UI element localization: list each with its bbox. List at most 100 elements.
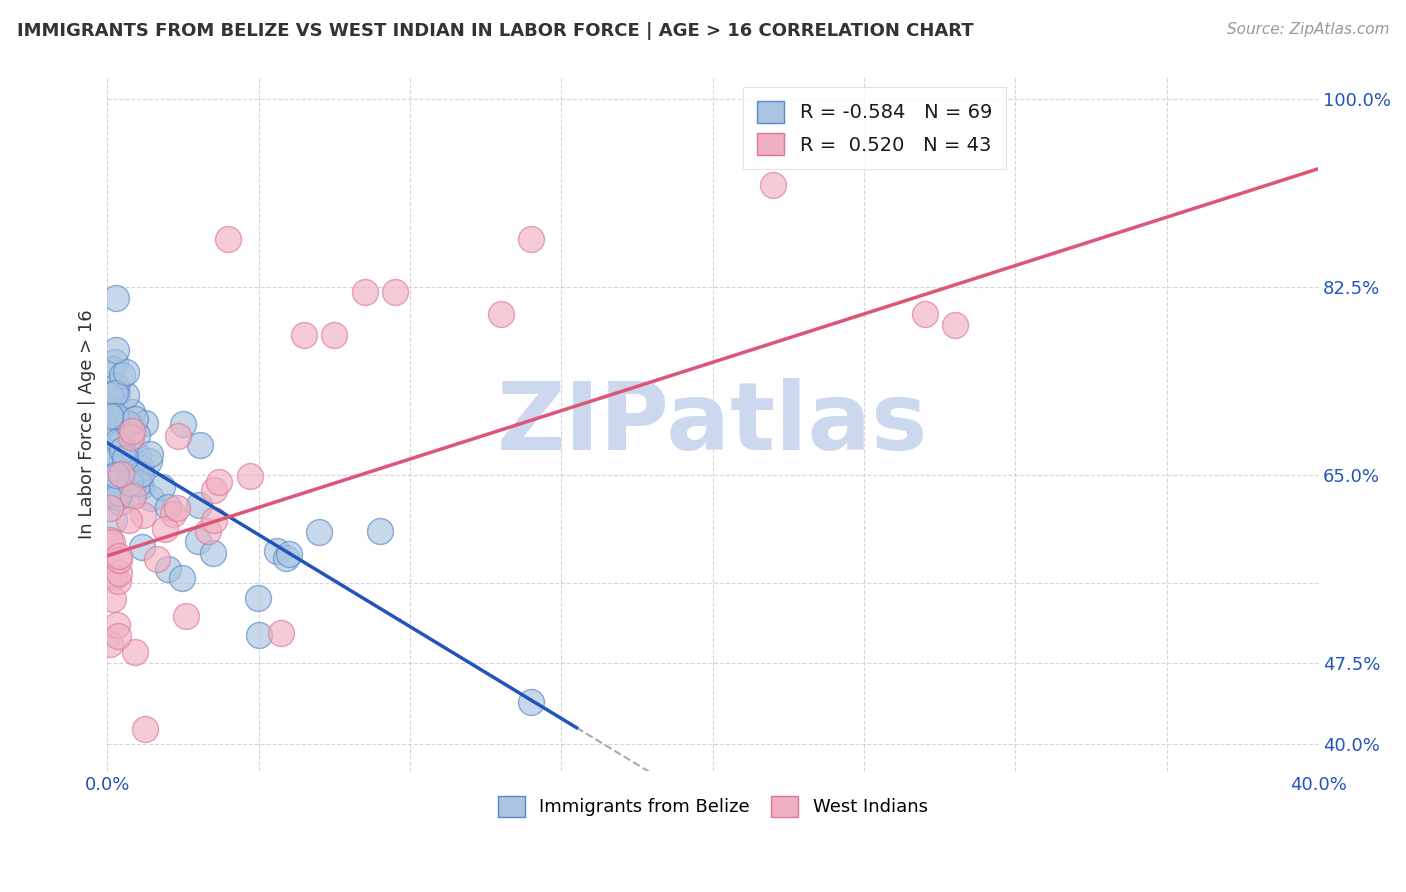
Point xyxy=(166,501,188,516)
Point xyxy=(131,540,153,554)
Point xyxy=(274,550,297,565)
Point xyxy=(489,307,512,321)
Point xyxy=(121,424,143,438)
Point xyxy=(120,430,142,444)
Point xyxy=(121,487,143,501)
Point xyxy=(129,461,152,475)
Point xyxy=(105,385,128,400)
Point xyxy=(100,416,122,430)
Point xyxy=(202,483,225,497)
Point xyxy=(118,417,141,431)
Point xyxy=(104,291,127,305)
Point xyxy=(100,536,122,550)
Point xyxy=(762,178,785,192)
Point xyxy=(176,609,198,624)
Point xyxy=(100,471,122,485)
Point xyxy=(292,328,315,343)
Point xyxy=(124,645,146,659)
Point xyxy=(100,500,122,515)
Point xyxy=(247,591,270,606)
Point xyxy=(132,508,155,523)
Point xyxy=(100,388,122,402)
Point xyxy=(166,429,188,443)
Point xyxy=(118,513,141,527)
Point xyxy=(111,442,134,457)
Point xyxy=(217,232,239,246)
Point xyxy=(100,486,122,500)
Point xyxy=(270,626,292,640)
Point xyxy=(308,525,330,540)
Point xyxy=(266,543,288,558)
Point xyxy=(121,489,143,503)
Point xyxy=(187,533,209,548)
Point xyxy=(107,434,129,448)
Point xyxy=(101,362,124,376)
Point xyxy=(353,285,375,300)
Point xyxy=(323,328,346,343)
Point xyxy=(100,409,122,423)
Y-axis label: In Labor Force | Age > 16: In Labor Force | Age > 16 xyxy=(79,310,96,539)
Point xyxy=(134,416,156,430)
Point xyxy=(914,307,936,321)
Point xyxy=(115,387,138,401)
Point xyxy=(108,553,131,567)
Point xyxy=(110,434,132,449)
Point xyxy=(943,318,966,332)
Point xyxy=(125,428,148,442)
Point xyxy=(100,428,122,442)
Point xyxy=(153,523,176,537)
Point xyxy=(197,524,219,538)
Point xyxy=(146,552,169,566)
Point xyxy=(208,475,231,489)
Point xyxy=(114,365,136,379)
Point xyxy=(131,479,153,493)
Point xyxy=(114,450,136,465)
Point xyxy=(121,405,143,419)
Point xyxy=(368,524,391,538)
Point xyxy=(107,574,129,588)
Point xyxy=(202,546,225,560)
Point xyxy=(104,354,127,368)
Point xyxy=(104,343,127,358)
Point xyxy=(129,467,152,482)
Point xyxy=(239,468,262,483)
Point xyxy=(103,569,125,583)
Point xyxy=(107,549,129,564)
Point xyxy=(520,695,543,709)
Point xyxy=(107,629,129,643)
Text: Source: ZipAtlas.com: Source: ZipAtlas.com xyxy=(1226,22,1389,37)
Point xyxy=(103,512,125,526)
Point xyxy=(101,591,124,606)
Point xyxy=(108,486,131,500)
Point xyxy=(107,490,129,504)
Text: IMMIGRANTS FROM BELIZE VS WEST INDIAN IN LABOR FORCE | AGE > 16 CORRELATION CHAR: IMMIGRANTS FROM BELIZE VS WEST INDIAN IN… xyxy=(17,22,973,40)
Point xyxy=(118,476,141,491)
Point xyxy=(105,468,128,483)
Point xyxy=(157,562,180,576)
Text: ZIPatlas: ZIPatlas xyxy=(498,378,928,470)
Point xyxy=(129,461,152,475)
Point xyxy=(105,409,128,424)
Point xyxy=(247,627,270,641)
Point xyxy=(127,449,149,463)
Point xyxy=(384,285,406,300)
Point xyxy=(138,453,160,467)
Point xyxy=(100,637,122,651)
Point xyxy=(188,437,211,451)
Point xyxy=(139,447,162,461)
Point xyxy=(100,445,122,459)
Point xyxy=(128,476,150,491)
Point xyxy=(115,454,138,468)
Point xyxy=(110,467,132,482)
Point xyxy=(101,476,124,491)
Point xyxy=(111,450,134,464)
Point xyxy=(141,491,163,505)
Point xyxy=(150,480,173,494)
Point xyxy=(187,498,209,512)
Point xyxy=(104,385,127,400)
Point xyxy=(520,232,543,246)
Point xyxy=(115,417,138,431)
Point xyxy=(100,456,122,470)
Point xyxy=(110,368,132,383)
Point xyxy=(124,412,146,426)
